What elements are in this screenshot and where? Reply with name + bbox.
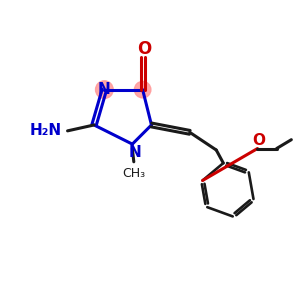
Text: N: N — [98, 82, 111, 97]
Text: CH₃: CH₃ — [122, 167, 146, 180]
Circle shape — [95, 81, 113, 98]
Circle shape — [134, 81, 151, 98]
Text: O: O — [252, 133, 266, 148]
Text: O: O — [137, 40, 151, 58]
Text: H₂N: H₂N — [29, 123, 62, 138]
Text: N: N — [129, 145, 142, 160]
